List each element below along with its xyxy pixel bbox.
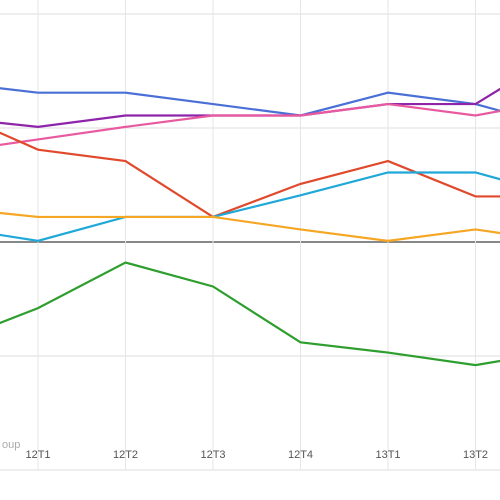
x-tick-label: 12T2 bbox=[113, 449, 138, 461]
series-line bbox=[0, 171, 500, 242]
series-line bbox=[0, 87, 500, 117]
x-tick-label: 12T3 bbox=[200, 449, 225, 461]
series-line bbox=[0, 102, 500, 146]
series-line bbox=[0, 261, 500, 367]
series-line bbox=[0, 131, 500, 219]
x-tick-label: 13T2 bbox=[463, 449, 488, 461]
grid bbox=[0, 0, 500, 471]
legend-fragment: oup bbox=[2, 439, 20, 451]
plot bbox=[0, 87, 500, 367]
x-tick-label: 13T1 bbox=[375, 449, 400, 461]
x-tick-label: 12T4 bbox=[288, 449, 313, 461]
series-line bbox=[0, 211, 500, 242]
x-tick-label: 12T1 bbox=[25, 449, 50, 461]
